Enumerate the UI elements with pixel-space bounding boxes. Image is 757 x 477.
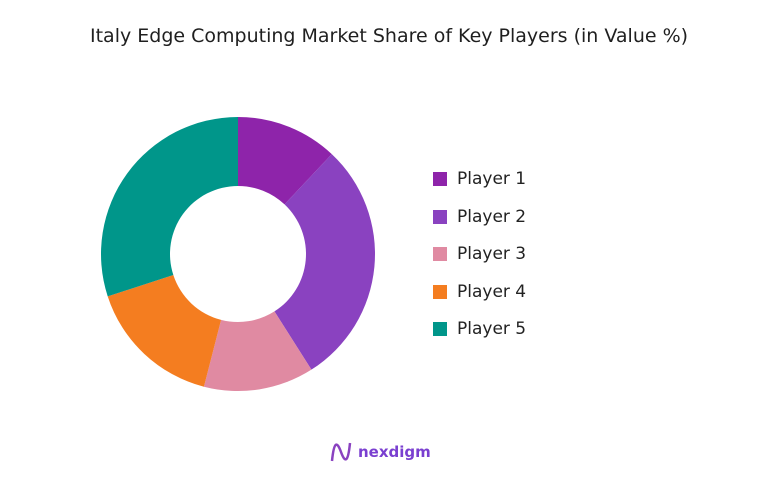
legend-swatch <box>433 284 447 299</box>
legend-label: Player 1 <box>457 169 527 189</box>
legend-swatch <box>433 322 447 336</box>
slice-player-2 <box>274 154 375 370</box>
logo-text: nexdigm <box>358 443 431 461</box>
slice-player-1 <box>238 117 332 205</box>
legend-label: Player 5 <box>457 319 527 339</box>
legend-item-player-3: Player 3 <box>433 244 526 264</box>
legend-swatch <box>433 172 447 186</box>
legend-swatch <box>433 247 447 261</box>
legend-item-player-4: Player 4 <box>433 282 526 302</box>
legend-swatch <box>433 209 447 224</box>
legend-label: Player 3 <box>457 244 527 264</box>
slice-player-5 <box>100 117 238 297</box>
slice-player-4 <box>107 275 222 387</box>
chart-title: Italy Edge Computing Market Share of Key… <box>90 25 689 47</box>
legend-item-player-5: Player 5 <box>433 319 526 339</box>
legend-item-player-2: Player 2 <box>433 207 526 227</box>
slice-player-3 <box>203 311 312 391</box>
legend-label: Player 4 <box>457 281 527 302</box>
logo-wave-icon <box>330 442 352 462</box>
nexdigm-logo: nexdigm <box>330 441 431 463</box>
legend-item-player-1: Player 1 <box>433 169 526 189</box>
legend-label: Player 2 <box>457 206 527 227</box>
